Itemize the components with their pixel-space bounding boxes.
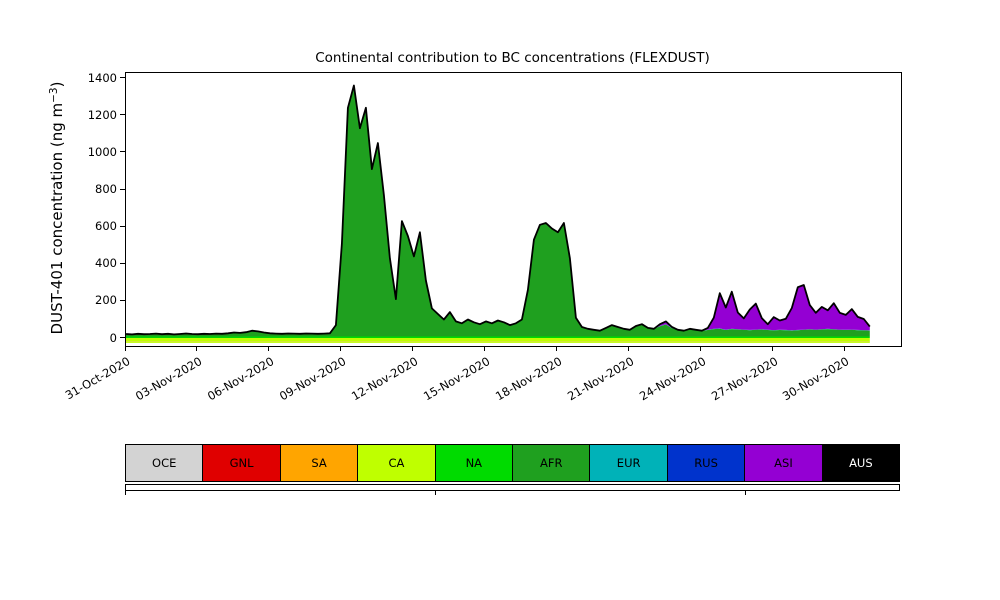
x-tick bbox=[268, 346, 270, 351]
x-tick bbox=[844, 346, 846, 351]
x-tick-label: 31-Oct-2020 bbox=[62, 354, 132, 403]
y-tick-label: 600 bbox=[95, 219, 117, 234]
legend: OCE GNL SA CA NA AFR EUR RUS ASI AUS bbox=[125, 444, 901, 482]
x-tick-label: 30-Nov-2020 bbox=[780, 354, 852, 404]
x-tick-label: 03-Nov-2020 bbox=[132, 354, 204, 404]
legend-label-eur: EUR bbox=[616, 456, 641, 470]
x-tick bbox=[700, 346, 702, 351]
legend-item-ca: CA bbox=[357, 444, 436, 482]
legend-item-afr: AFR bbox=[512, 444, 591, 482]
legend-axis-tick bbox=[435, 491, 436, 495]
x-tick-label: 15-Nov-2020 bbox=[420, 354, 492, 404]
y-tick bbox=[120, 225, 125, 227]
plot-area bbox=[125, 72, 902, 347]
stacked-area-chart bbox=[126, 84, 871, 343]
x-tick bbox=[124, 346, 126, 351]
band-rus bbox=[126, 85, 870, 335]
legend-item-oce: OCE bbox=[125, 444, 204, 482]
x-tick-label: 21-Nov-2020 bbox=[564, 354, 636, 404]
band-ca bbox=[126, 338, 870, 342]
legend-label-gnl: GNL bbox=[229, 456, 254, 470]
legend-item-rus: RUS bbox=[666, 444, 746, 482]
y-tick-label: 0 bbox=[109, 330, 117, 345]
legend-label-rus: RUS bbox=[694, 456, 718, 470]
y-axis-label: DUST-401 concentration (ng m−3) bbox=[48, 82, 66, 335]
y-tick bbox=[120, 262, 125, 264]
legend-label-ca: CA bbox=[388, 456, 405, 470]
legend-item-asi: ASI bbox=[744, 444, 823, 482]
legend-axis-tick bbox=[745, 491, 746, 495]
y-tick-label: 1000 bbox=[87, 144, 117, 159]
y-tick-label: 200 bbox=[95, 293, 117, 308]
legend-axis-tick bbox=[125, 491, 126, 495]
legend-label-sa: SA bbox=[311, 456, 327, 470]
x-tick bbox=[196, 346, 198, 351]
y-tick bbox=[120, 114, 125, 116]
y-tick-label: 400 bbox=[95, 256, 117, 271]
x-tick-label: 06-Nov-2020 bbox=[204, 354, 276, 404]
y-tick-label: 1400 bbox=[87, 70, 117, 85]
legend-axis-frame bbox=[125, 484, 900, 491]
y-tick-label: 800 bbox=[95, 182, 117, 196]
y-tick bbox=[120, 299, 125, 301]
x-tick bbox=[556, 346, 558, 351]
y-axis-label-text: DUST-401 concentration (ng m bbox=[48, 102, 66, 335]
x-tick bbox=[484, 346, 486, 351]
y-tick bbox=[120, 337, 125, 339]
y-tick bbox=[120, 77, 125, 79]
x-tick bbox=[628, 346, 630, 351]
legend-label-na: NA bbox=[465, 456, 483, 470]
x-tick-label: 09-Nov-2020 bbox=[276, 354, 348, 404]
chart-title: Continental contribution to BC concentra… bbox=[315, 50, 710, 66]
legend-item-eur: EUR bbox=[589, 444, 668, 482]
legend-label-afr: AFR bbox=[539, 456, 563, 470]
total-outline bbox=[126, 84, 871, 336]
legend-item-sa: SA bbox=[279, 444, 359, 482]
x-tick-label: 18-Nov-2020 bbox=[492, 354, 564, 404]
y-tick-label: 1200 bbox=[87, 107, 117, 122]
x-tick-label: 12-Nov-2020 bbox=[348, 354, 420, 404]
legend-item-gnl: GNL bbox=[202, 444, 281, 482]
band-eur bbox=[126, 85, 870, 335]
x-tick-label: 24-Nov-2020 bbox=[636, 354, 708, 404]
y-tick bbox=[120, 151, 125, 153]
y-tick bbox=[120, 188, 125, 190]
x-tick-label: 27-Nov-2020 bbox=[708, 354, 780, 404]
band-na bbox=[126, 336, 870, 338]
legend-label-asi: ASI bbox=[774, 456, 793, 470]
x-tick bbox=[340, 346, 342, 351]
legend-item-aus: AUS bbox=[821, 444, 901, 482]
legend-item-na: NA bbox=[434, 444, 514, 482]
x-tick bbox=[412, 346, 414, 351]
legend-label-aus: AUS bbox=[849, 456, 873, 470]
band-asi bbox=[126, 85, 870, 335]
y-axis-label-exponent: −3 bbox=[48, 87, 61, 103]
band-afr bbox=[126, 85, 870, 337]
legend-label-oce: OCE bbox=[152, 456, 177, 470]
band-aus bbox=[126, 85, 870, 335]
x-tick bbox=[772, 346, 774, 351]
